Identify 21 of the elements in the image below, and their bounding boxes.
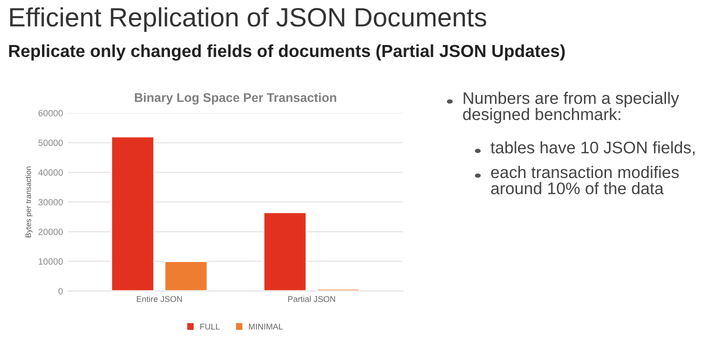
bar	[110, 136, 155, 291]
x-tick-label: Partial JSON	[288, 296, 336, 302]
y-tick-label: 20000	[38, 228, 63, 236]
text: Efficient Replication of JSON Documents	[10, 7, 486, 32]
legend-label: FULL	[200, 324, 220, 330]
text: each transaction modifies around 10% of the data	[491, 166, 679, 194]
text: Numbers are from a specially designed benchmark:	[463, 92, 680, 124]
y-tick-label: 60000	[38, 110, 63, 116]
y-tick-label: 40000	[38, 169, 63, 176]
y-tick-label: 30000	[38, 198, 63, 206]
y-tick-label: 50000	[38, 140, 63, 146]
x-tick-label: Entire JSON	[136, 296, 182, 302]
legend-label: MINIMAL	[249, 324, 283, 330]
text: Replicate only changed fields of documents (Partial JSON Updates)	[9, 44, 565, 61]
bar	[316, 288, 360, 291]
bar	[262, 212, 307, 291]
y-tick-label: 0	[58, 288, 63, 294]
bar	[164, 260, 208, 291]
y-tick-label: 10000	[38, 258, 63, 265]
text: tables have 10 JSON fields,	[490, 141, 695, 156]
chart-title: Binary Log Space Per Transaction	[134, 92, 336, 105]
